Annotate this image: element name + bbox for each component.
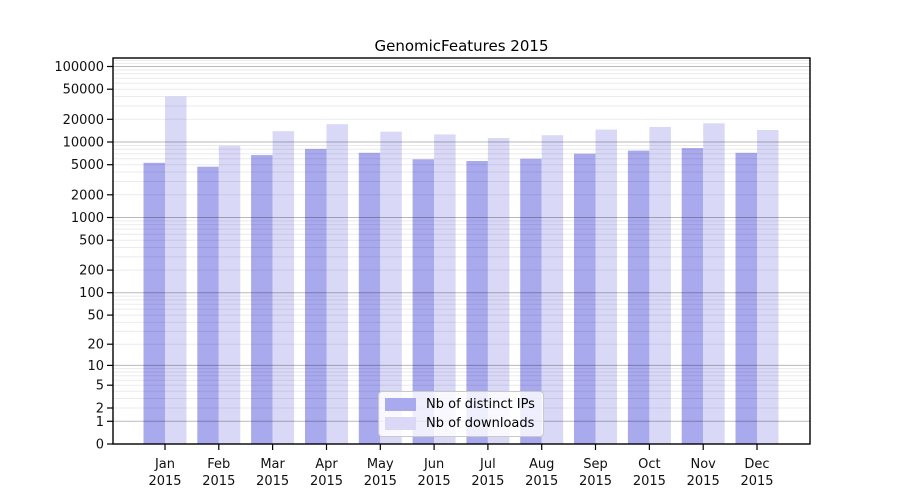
bar-downloads-jun bbox=[434, 134, 456, 444]
bar-distinct-ips-may bbox=[358, 152, 381, 445]
x-tick-label-year: 2015 bbox=[633, 474, 666, 489]
bar-distinct-ips-oct bbox=[627, 150, 650, 444]
bar-distinct-ips-sep bbox=[574, 153, 596, 444]
x-tick-label-year: 2015 bbox=[418, 474, 451, 489]
y-tick-label: 10 bbox=[87, 359, 104, 374]
legend-item-downloads: Nb of downloads bbox=[385, 416, 543, 431]
x-tick-label-year: 2015 bbox=[148, 474, 181, 489]
y-tick-label: 100 bbox=[79, 286, 104, 301]
bar-downloads-feb bbox=[218, 145, 241, 445]
bar-downloads-jan bbox=[165, 96, 187, 444]
bar-distinct-ips-aug bbox=[520, 158, 542, 444]
bar-downloads-may bbox=[380, 131, 402, 444]
x-tick-label-month: Feb bbox=[207, 457, 230, 472]
x-tick-label-year: 2015 bbox=[471, 474, 504, 489]
y-tick-label: 10000 bbox=[63, 136, 104, 151]
bar-distinct-ips-jan bbox=[143, 162, 165, 445]
y-tick-label: 2000 bbox=[71, 188, 104, 203]
bar-downloads-jul bbox=[487, 138, 510, 444]
bar-distinct-ips-jul bbox=[466, 161, 488, 444]
y-tick-label: 2 bbox=[96, 402, 104, 417]
bar-downloads-sep bbox=[595, 129, 617, 444]
x-tick-label-year: 2015 bbox=[310, 474, 343, 489]
chart-title: GenomicFeatures 2015 bbox=[374, 37, 549, 55]
x-tick-label-month: Sep bbox=[583, 457, 608, 472]
x-tick-label-month: Jun bbox=[423, 457, 444, 472]
bar-downloads-oct bbox=[649, 127, 671, 444]
legend-swatch-downloads bbox=[385, 417, 416, 431]
legend-label-downloads: Nb of downloads bbox=[426, 416, 535, 432]
y-tick-label: 200 bbox=[79, 264, 104, 279]
bar-distinct-ips-jun bbox=[412, 159, 435, 445]
x-tick-label-year: 2015 bbox=[687, 474, 720, 489]
bar-distinct-ips-mar bbox=[251, 155, 273, 444]
bar-distinct-ips-nov bbox=[681, 148, 704, 444]
y-tick-label: 20000 bbox=[63, 113, 104, 128]
x-tick-label-month: Oct bbox=[638, 457, 660, 472]
legend: Nb of distinct IPs Nb of downloads bbox=[378, 391, 544, 437]
bars bbox=[143, 96, 779, 445]
x-tick-label-year: 2015 bbox=[740, 474, 773, 489]
x-tick-label-month: Dec bbox=[744, 457, 769, 472]
y-tick-label: 5 bbox=[96, 379, 104, 394]
x-tick-label-month: May bbox=[367, 457, 394, 472]
legend-swatch-distinct-ips bbox=[385, 397, 416, 411]
y-tick-label: 50000 bbox=[63, 83, 104, 98]
y-axis: 0 12 5 10 20 50 100 200 500 1000 2000 5000 10000 2000… bbox=[54, 60, 113, 453]
bar-downloads-nov bbox=[703, 123, 725, 445]
x-tick-label-month: Apr bbox=[315, 457, 338, 472]
x-tick-label-month: Jan bbox=[154, 457, 175, 472]
legend-label-distinct-ips: Nb of distinct IPs bbox=[426, 396, 535, 412]
x-tick-label-month: Jul bbox=[479, 457, 496, 472]
x-tick-label-year: 2015 bbox=[525, 474, 558, 489]
bar-distinct-ips-feb bbox=[197, 166, 219, 444]
x-tick-label-year: 2015 bbox=[364, 474, 397, 489]
y-tick-label: 20 bbox=[87, 338, 104, 353]
y-tick-label: 1000 bbox=[71, 211, 104, 226]
y-tick-label: 0 bbox=[96, 438, 104, 453]
x-tick-label-month: Nov bbox=[691, 457, 717, 472]
bar-downloads-mar bbox=[272, 131, 295, 444]
legend-item-distinct-ips: Nb of distinct IPs bbox=[385, 397, 543, 412]
bar-distinct-ips-apr bbox=[305, 148, 327, 444]
x-tick-label-month: Aug bbox=[529, 457, 554, 472]
y-tick-label: 1 bbox=[96, 415, 104, 430]
plot-frame bbox=[112, 57, 811, 445]
x-tick-label-year: 2015 bbox=[202, 474, 235, 489]
bar-distinct-ips-dec bbox=[735, 152, 757, 445]
y-tick-label: 100000 bbox=[54, 60, 104, 75]
y-tick-label: 500 bbox=[79, 234, 104, 249]
x-tick-label-year: 2015 bbox=[256, 474, 289, 489]
bar-downloads-aug bbox=[541, 135, 564, 444]
y-tick-label: 5000 bbox=[71, 158, 104, 173]
bar-downloads-apr bbox=[326, 124, 348, 444]
x-tick-label-month: Mar bbox=[260, 457, 285, 472]
x-axis: Jan 2015 Feb 2015 Mar 2015 Apr 2015 May 2015 Jun 20… bbox=[148, 444, 774, 489]
x-tick-label-year: 2015 bbox=[579, 474, 612, 489]
y-tick-label: 50 bbox=[87, 309, 104, 324]
bar-downloads-dec bbox=[757, 130, 779, 444]
